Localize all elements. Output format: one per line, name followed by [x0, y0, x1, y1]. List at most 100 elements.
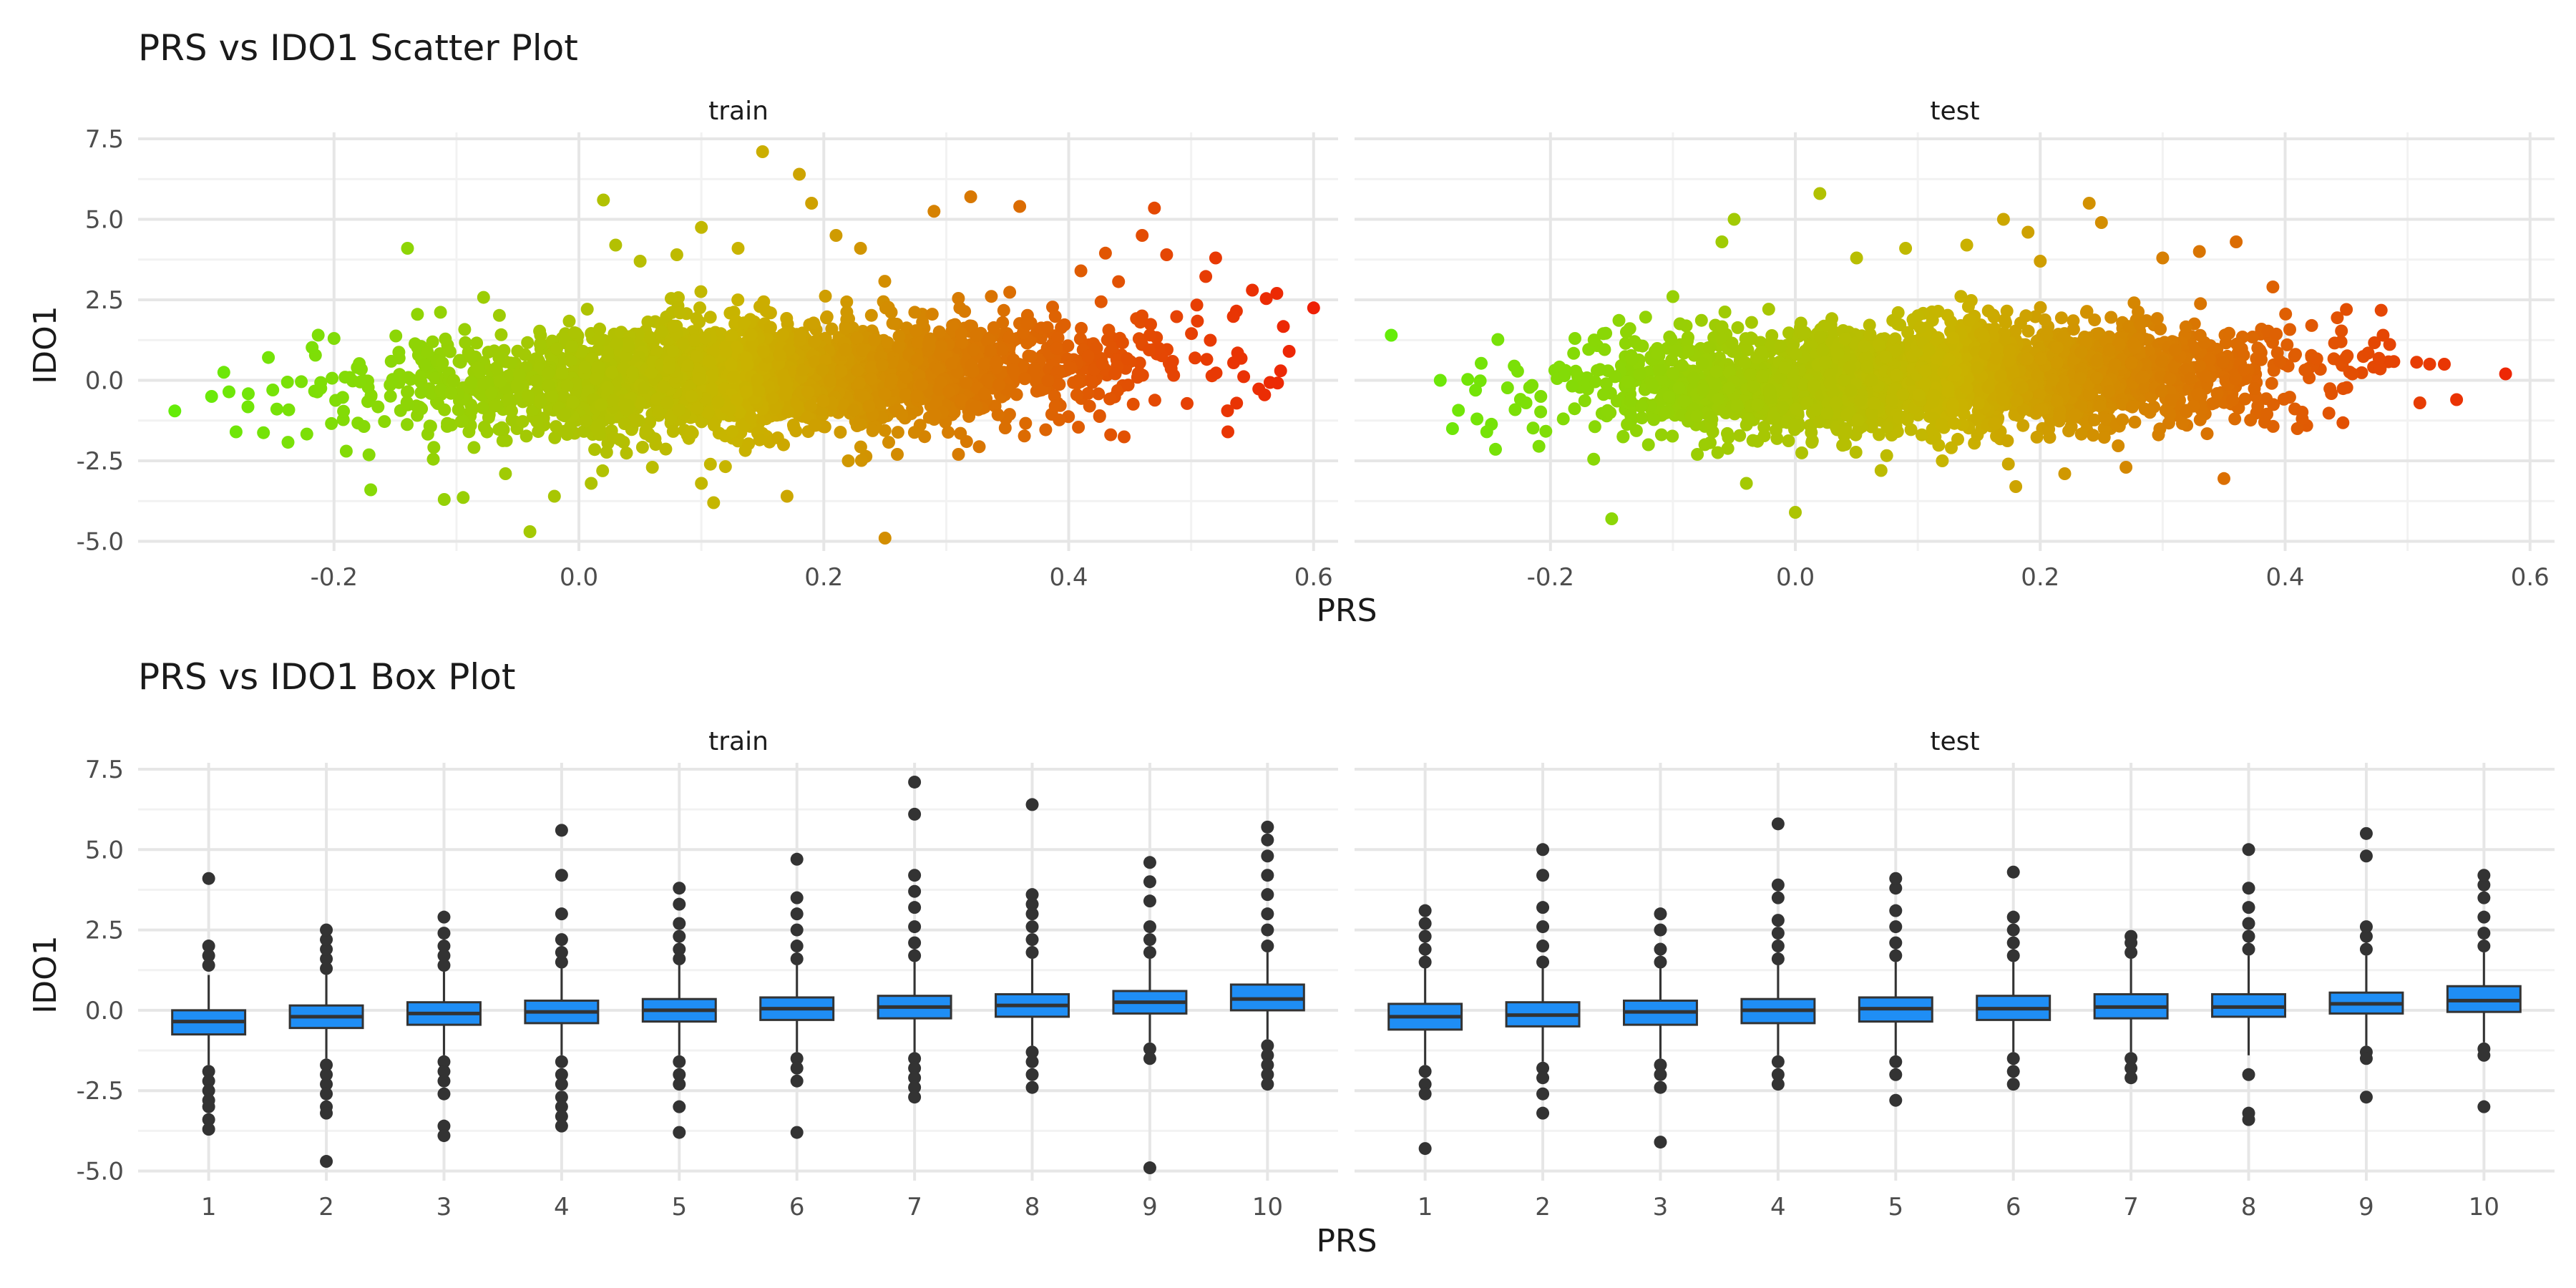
scatter-point — [1511, 364, 1524, 378]
scatter-point — [2279, 307, 2293, 321]
scatter-point — [518, 348, 532, 361]
scatter-point — [1148, 201, 1161, 215]
scatter-point — [695, 415, 708, 429]
scatter-point — [690, 311, 703, 325]
scatter-point — [409, 337, 421, 351]
scatter-point — [753, 433, 766, 447]
scatter-point — [659, 442, 673, 456]
scatter-point — [1971, 428, 1984, 441]
scatter-point — [470, 336, 484, 350]
scatter-point — [500, 394, 514, 407]
scatter-point — [426, 335, 439, 348]
scatter-point — [1838, 438, 1852, 452]
scatter-point — [633, 396, 647, 409]
scatter-point — [1121, 379, 1135, 392]
scatter-point — [459, 336, 472, 349]
scatter-point — [1663, 330, 1677, 343]
scatter-point — [963, 319, 977, 333]
scatter-point — [1851, 414, 1865, 427]
scatter-point — [987, 321, 1000, 334]
scatter-point — [684, 425, 698, 439]
scatter-point — [620, 447, 633, 460]
scatter-point — [384, 389, 397, 403]
scatter-point — [726, 425, 739, 439]
scatter-point — [1003, 286, 1017, 299]
scatter-point — [462, 425, 476, 439]
scatter-point — [639, 424, 653, 437]
scatter-point — [909, 324, 923, 338]
scatter-point — [496, 434, 509, 447]
scatter-point — [1721, 426, 1734, 440]
scatter-point — [1703, 341, 1717, 354]
scatter-point — [681, 359, 695, 372]
scatter-point — [401, 418, 414, 431]
scatter-point — [1144, 318, 1157, 331]
scatter-point — [1081, 386, 1095, 400]
scatter-point — [1160, 248, 1174, 261]
scatter-point — [1098, 246, 1112, 260]
scatter-point — [441, 419, 454, 433]
scatter-point — [447, 374, 461, 387]
scatter-point — [337, 404, 351, 418]
scatter-point — [476, 401, 489, 414]
scatter-point — [1738, 356, 1752, 369]
scatter-point — [725, 328, 738, 342]
x-tick-label: 0.6 — [1294, 563, 1333, 592]
scatter-point — [1849, 446, 1863, 459]
scatter-point — [452, 403, 465, 416]
scatter-point — [545, 389, 559, 403]
x-tick-label: 0.0 — [560, 563, 598, 592]
scatter-point — [816, 364, 829, 376]
scatter-point — [1070, 376, 1084, 390]
scatter-point — [2423, 357, 2436, 371]
scatter-point — [1941, 308, 1954, 322]
scatter-point — [1064, 361, 1078, 375]
scatter-point — [757, 345, 771, 358]
box-x-axis-title: PRS — [1316, 1223, 1377, 1259]
scatter-point — [1116, 336, 1129, 349]
scatter-point — [1746, 434, 1760, 447]
scatter-point — [542, 366, 555, 380]
scatter-point — [1962, 313, 1976, 327]
scatter-point — [512, 368, 526, 381]
scatter-point — [1616, 430, 1630, 444]
scatter-point — [353, 375, 367, 389]
scatter-point — [1935, 417, 1948, 431]
scatter-point — [282, 403, 296, 416]
scatter-point — [423, 419, 436, 433]
scatter-point — [452, 355, 466, 369]
scatter-point — [967, 343, 980, 357]
scatter-point — [819, 289, 832, 303]
scatter-point — [568, 326, 581, 339]
scatter-point — [523, 525, 537, 538]
scatter-point — [1534, 405, 1548, 419]
scatter-point — [952, 448, 965, 461]
scatter-point — [1246, 283, 1259, 297]
scatter-point — [886, 316, 899, 330]
scatter-point — [1461, 373, 1475, 386]
scatter-point — [456, 414, 469, 427]
scatter-point — [429, 371, 442, 385]
scatter-point — [964, 190, 977, 203]
scatter-point — [2322, 406, 2336, 420]
scatter-point — [519, 429, 533, 443]
scatter-point — [1578, 394, 1591, 407]
scatter-point — [1534, 390, 1548, 403]
scatter-point — [566, 396, 580, 409]
scatter-point — [2230, 337, 2243, 351]
scatter-point — [953, 301, 967, 315]
scatter-point — [555, 366, 569, 380]
scatter-point — [703, 354, 716, 368]
scatter-point — [1040, 321, 1054, 334]
scatter-point — [854, 440, 867, 454]
scatter-point — [2150, 312, 2164, 326]
scatter-point — [2054, 311, 2068, 325]
x-tick-label: -0.2 — [311, 563, 358, 592]
scatter-point — [1526, 379, 1539, 392]
scatter-point — [629, 414, 643, 428]
scatter-point — [692, 372, 706, 386]
scatter-point — [1007, 364, 1020, 376]
scatter-point — [2194, 297, 2207, 311]
scatter-point — [891, 448, 904, 461]
scatter-point — [793, 167, 806, 181]
